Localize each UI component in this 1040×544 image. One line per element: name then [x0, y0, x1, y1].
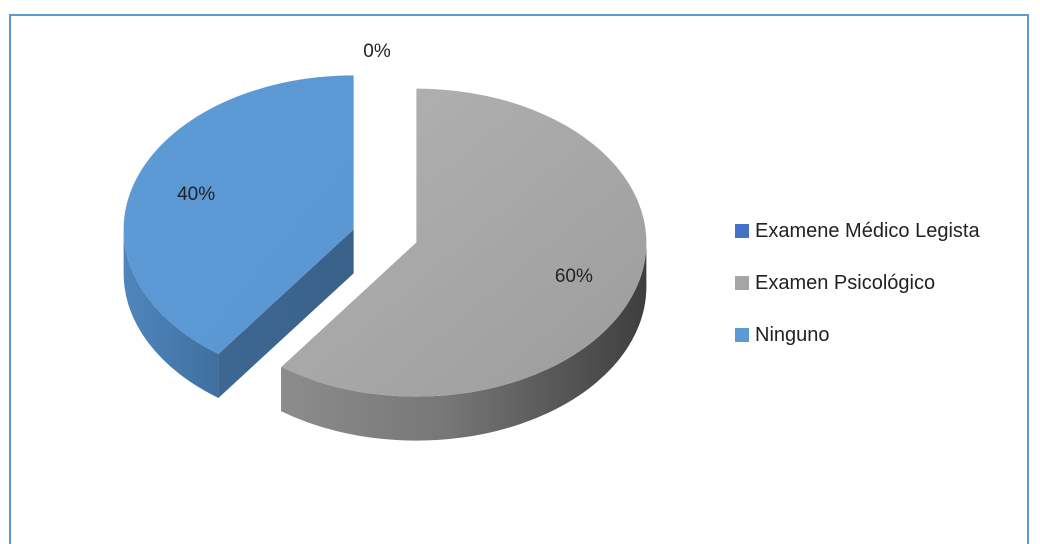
pie-data-labels: 0% 60% 40%: [177, 41, 593, 287]
legend-swatch-examen-psicologico: [735, 276, 749, 290]
legend-item-ninguno: Ninguno: [735, 322, 980, 348]
pie-slice-top-ninguno: [123, 75, 354, 354]
pie-chart: 0% 60% 40%: [123, 41, 647, 441]
legend-swatch-examene-medico-legista: [735, 224, 749, 238]
legend-item-examen-psicologico: Examen Psicológico: [735, 270, 980, 296]
pie-slice-top-examen-psicologico: [281, 88, 647, 397]
pie-slice-cut-face-ninguno: [218, 229, 354, 398]
data-label-examen-psicologico: 60%: [555, 266, 593, 287]
legend-swatch-ninguno: [735, 328, 749, 342]
chart-legend: Examene Médico Legista Examen Psicológic…: [735, 218, 980, 374]
pie-slices: [123, 75, 647, 441]
legend-label-examene-medico-legista: Examene Médico Legista: [755, 219, 980, 242]
legend-label-examen-psicologico: Examen Psicológico: [755, 271, 936, 294]
pie-slice-ninguno: [123, 75, 354, 398]
data-label-examene-medico-legista: 0%: [363, 41, 391, 62]
pie-slice-wall-ninguno: [123, 229, 219, 398]
pie-slice-wall-examen-psicologico: [281, 242, 647, 441]
legend-label-ninguno: Ninguno: [755, 323, 830, 346]
pie-slice-examen-psicologico: [281, 88, 647, 441]
data-label-ninguno: 40%: [177, 184, 215, 205]
legend-item-examene-medico-legista: Examene Médico Legista: [735, 218, 980, 244]
